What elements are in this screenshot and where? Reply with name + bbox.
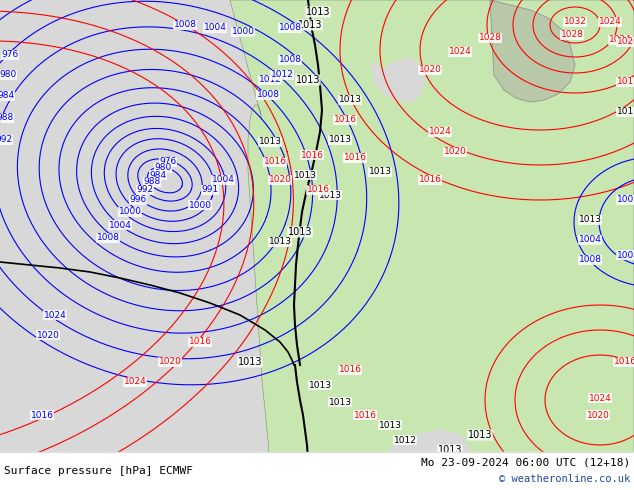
Text: 1032: 1032 xyxy=(564,18,586,26)
Text: 1013: 1013 xyxy=(306,7,330,17)
Text: 1008: 1008 xyxy=(96,234,119,243)
Text: 1013: 1013 xyxy=(578,216,602,224)
Text: 1016: 1016 xyxy=(616,77,634,87)
Polygon shape xyxy=(230,0,634,490)
Text: 992: 992 xyxy=(136,186,153,195)
Text: 1020: 1020 xyxy=(444,147,467,156)
Text: 1004: 1004 xyxy=(204,24,226,32)
Polygon shape xyxy=(490,0,575,102)
Text: Mo 23-09-2024 06:00 UTC (12+18): Mo 23-09-2024 06:00 UTC (12+18) xyxy=(421,458,630,467)
Text: 1013: 1013 xyxy=(616,107,634,117)
Polygon shape xyxy=(0,452,634,490)
Text: 1020: 1020 xyxy=(158,358,181,367)
Text: 1013: 1013 xyxy=(318,191,342,199)
Text: 984: 984 xyxy=(150,171,167,179)
Text: 980: 980 xyxy=(0,71,16,79)
Text: 1012: 1012 xyxy=(259,75,281,84)
Text: 1008: 1008 xyxy=(174,21,197,29)
Text: 1012: 1012 xyxy=(394,436,417,444)
Text: 1016: 1016 xyxy=(418,175,441,185)
Text: 1024: 1024 xyxy=(124,377,146,387)
Text: 1020: 1020 xyxy=(418,66,441,74)
Text: 996: 996 xyxy=(129,196,146,204)
Text: 1013: 1013 xyxy=(437,445,462,455)
Text: 1013: 1013 xyxy=(259,138,281,147)
Text: 1013: 1013 xyxy=(288,227,313,237)
Text: 1013: 1013 xyxy=(309,381,332,390)
Text: 1008: 1008 xyxy=(278,24,302,32)
Text: 1016: 1016 xyxy=(30,411,53,419)
Text: 1016: 1016 xyxy=(188,338,212,346)
Text: 1024: 1024 xyxy=(588,393,611,402)
Text: 1013: 1013 xyxy=(238,357,262,367)
Text: 1013: 1013 xyxy=(295,75,320,85)
Text: 1013: 1013 xyxy=(388,460,412,470)
Text: 1016: 1016 xyxy=(264,157,287,167)
Text: 980: 980 xyxy=(154,164,172,172)
Text: 1004: 1004 xyxy=(108,220,131,229)
Text: 976: 976 xyxy=(1,50,18,59)
Text: 1016: 1016 xyxy=(344,153,366,163)
Text: 1016: 1016 xyxy=(301,150,323,160)
Text: 1013: 1013 xyxy=(378,420,401,430)
Text: 991: 991 xyxy=(202,186,219,195)
Text: 1028: 1028 xyxy=(560,30,583,40)
Text: 1008: 1008 xyxy=(278,55,302,65)
Text: 1020: 1020 xyxy=(37,330,60,340)
Text: 1008: 1008 xyxy=(257,91,280,99)
Text: 1013: 1013 xyxy=(294,171,316,179)
Text: 1000: 1000 xyxy=(188,200,212,210)
Text: 1024: 1024 xyxy=(598,18,621,26)
Polygon shape xyxy=(385,430,470,465)
Text: 1016: 1016 xyxy=(354,411,377,419)
Text: 1008: 1008 xyxy=(616,196,634,204)
Text: 1013: 1013 xyxy=(298,20,322,30)
Text: 1016: 1016 xyxy=(614,358,634,367)
Text: 1028: 1028 xyxy=(479,33,501,43)
Text: 1024: 1024 xyxy=(44,311,67,319)
Text: 1013: 1013 xyxy=(368,168,392,176)
Polygon shape xyxy=(372,58,425,102)
Text: 988: 988 xyxy=(143,177,160,187)
Text: © weatheronline.co.uk: © weatheronline.co.uk xyxy=(499,474,630,484)
Text: 1013: 1013 xyxy=(468,430,492,440)
Text: 1004: 1004 xyxy=(212,175,235,185)
Text: 1020: 1020 xyxy=(269,175,292,185)
Text: 1020: 1020 xyxy=(586,411,609,419)
Text: 1012: 1012 xyxy=(271,71,294,79)
Text: Surface pressure [hPa] ECMWF: Surface pressure [hPa] ECMWF xyxy=(4,466,193,476)
Text: 976: 976 xyxy=(159,157,177,167)
Text: 1016: 1016 xyxy=(333,116,356,124)
Text: 1008: 1008 xyxy=(198,456,221,465)
Text: 1013: 1013 xyxy=(269,238,292,246)
Text: 1016: 1016 xyxy=(306,186,330,195)
Text: 1013: 1013 xyxy=(339,96,361,104)
Text: 1000: 1000 xyxy=(119,207,141,217)
Text: 984: 984 xyxy=(0,92,15,100)
Text: 1004: 1004 xyxy=(616,250,634,260)
Text: 988: 988 xyxy=(0,114,13,122)
Text: 1020: 1020 xyxy=(616,38,634,47)
Text: 1024: 1024 xyxy=(429,127,451,137)
Text: 992: 992 xyxy=(0,136,13,145)
Text: 1004: 1004 xyxy=(579,236,602,245)
Text: 1024: 1024 xyxy=(449,48,471,56)
Text: 1008: 1008 xyxy=(578,255,602,265)
Text: 1013: 1013 xyxy=(328,397,351,407)
Text: 1000: 1000 xyxy=(231,27,254,36)
Text: 1013: 1013 xyxy=(328,136,351,145)
Text: 1024: 1024 xyxy=(609,35,631,45)
Text: 1013: 1013 xyxy=(298,467,322,477)
Text: 1016: 1016 xyxy=(339,366,361,374)
